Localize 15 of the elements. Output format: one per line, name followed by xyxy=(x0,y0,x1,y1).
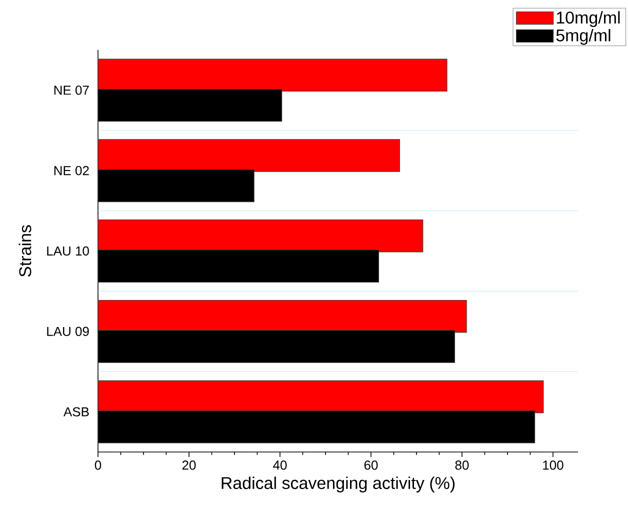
x-tick-label: 20 xyxy=(182,460,196,470)
y-tick-label: LAU 09 xyxy=(47,326,89,336)
x-tick-label: 80 xyxy=(455,460,469,470)
legend-label: 5mg/ml xyxy=(556,28,610,45)
x-axis-title: Radical scavenging activity (%) xyxy=(222,476,455,492)
y-tick-label: LAU 10 xyxy=(47,246,89,256)
y-tick-label: ASB xyxy=(63,407,89,416)
x-tick-label: 0 xyxy=(94,460,102,470)
x-tick-label: 40 xyxy=(273,460,287,470)
x-tick-label: 60 xyxy=(364,460,378,470)
legend-label: 10mg/ml xyxy=(556,11,620,27)
x-tick-label: 100 xyxy=(543,460,564,470)
y-tick-label: NE 02 xyxy=(54,166,89,176)
y-axis-title: Strains xyxy=(18,225,32,277)
y-tick-label: NE 07 xyxy=(54,86,89,95)
